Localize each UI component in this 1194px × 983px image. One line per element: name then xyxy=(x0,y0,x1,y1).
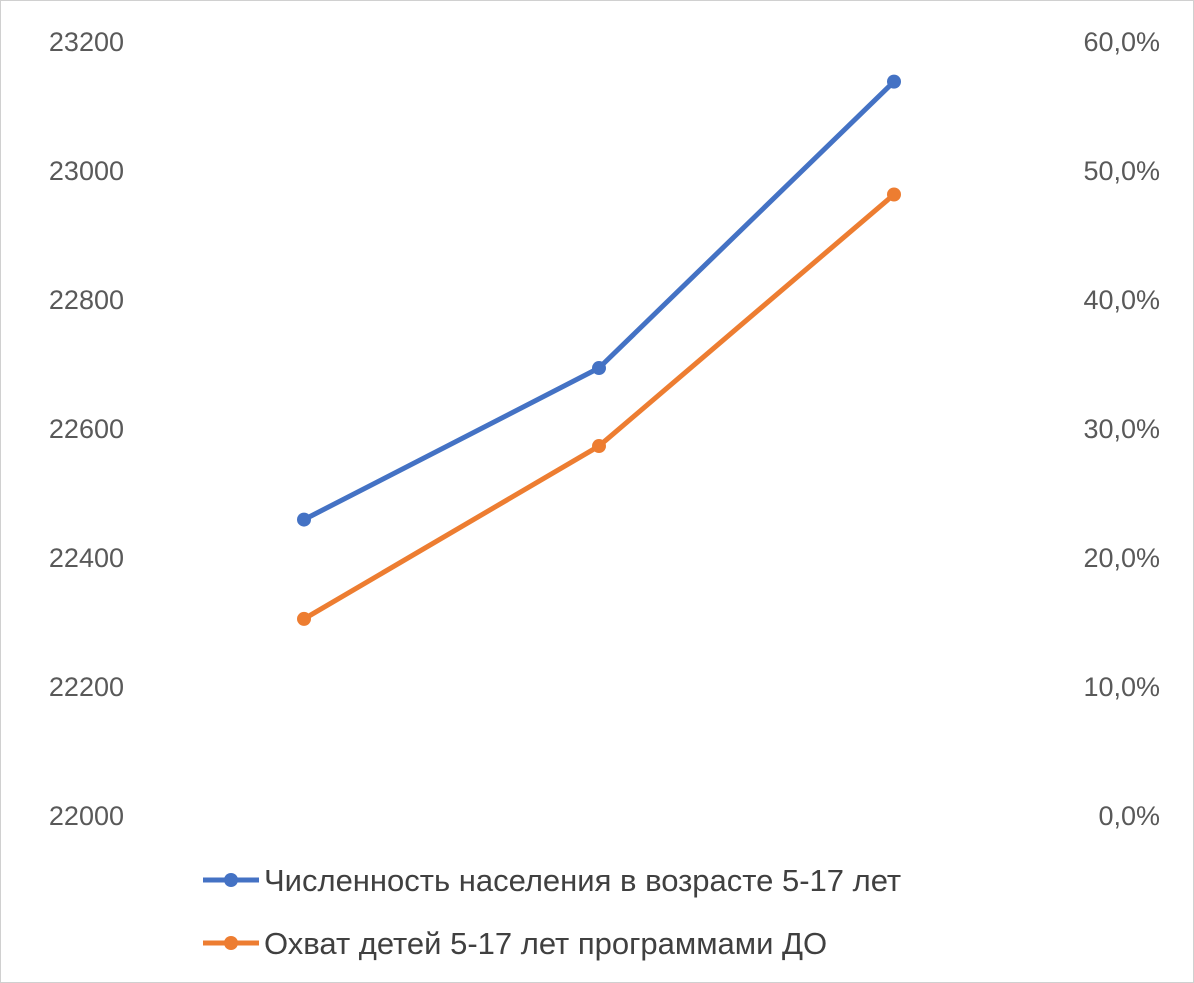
right-axis: 60,0% 50,0% 40,0% 30,0% 20,0% 10,0% 0,0% xyxy=(1083,27,1160,831)
left-axis: 23200 23000 22800 22600 22400 22200 22000 xyxy=(49,27,124,831)
series-layer xyxy=(297,74,901,626)
legend-item-coverage: Охват детей 5-17 лет программами ДО xyxy=(203,926,827,961)
right-tick-label: 20,0% xyxy=(1083,543,1160,573)
series-line-coverage xyxy=(301,192,897,622)
left-tick-label: 22600 xyxy=(49,414,124,444)
left-tick-label: 22400 xyxy=(49,543,124,573)
series-line-population xyxy=(301,79,897,523)
data-point-coverage xyxy=(592,439,606,454)
legend: Численность населения в возрасте 5-17 ле… xyxy=(203,863,901,961)
data-point-population xyxy=(592,361,606,376)
legend-marker-population xyxy=(224,873,238,887)
legend-item-population: Численность населения в возрасте 5-17 ле… xyxy=(203,863,901,898)
left-tick-label: 22000 xyxy=(49,801,124,831)
legend-label-population: Численность населения в возрасте 5-17 ле… xyxy=(264,863,901,898)
right-tick-label: 40,0% xyxy=(1083,285,1160,315)
legend-marker-coverage xyxy=(224,936,238,950)
legend-label-coverage: Охват детей 5-17 лет программами ДО xyxy=(264,926,827,961)
left-tick-label: 23200 xyxy=(49,27,124,57)
data-point-coverage xyxy=(887,187,901,202)
data-point-population xyxy=(887,74,901,89)
right-tick-label: 0,0% xyxy=(1098,801,1160,831)
left-tick-label: 22800 xyxy=(49,285,124,315)
left-tick-label: 23000 xyxy=(49,156,124,186)
left-tick-label: 22200 xyxy=(49,672,124,702)
right-tick-label: 10,0% xyxy=(1083,672,1160,702)
right-tick-label: 30,0% xyxy=(1083,414,1160,444)
right-tick-label: 50,0% xyxy=(1083,156,1160,186)
data-point-population xyxy=(297,512,311,527)
right-tick-label: 60,0% xyxy=(1083,27,1160,57)
data-point-coverage xyxy=(297,611,311,626)
